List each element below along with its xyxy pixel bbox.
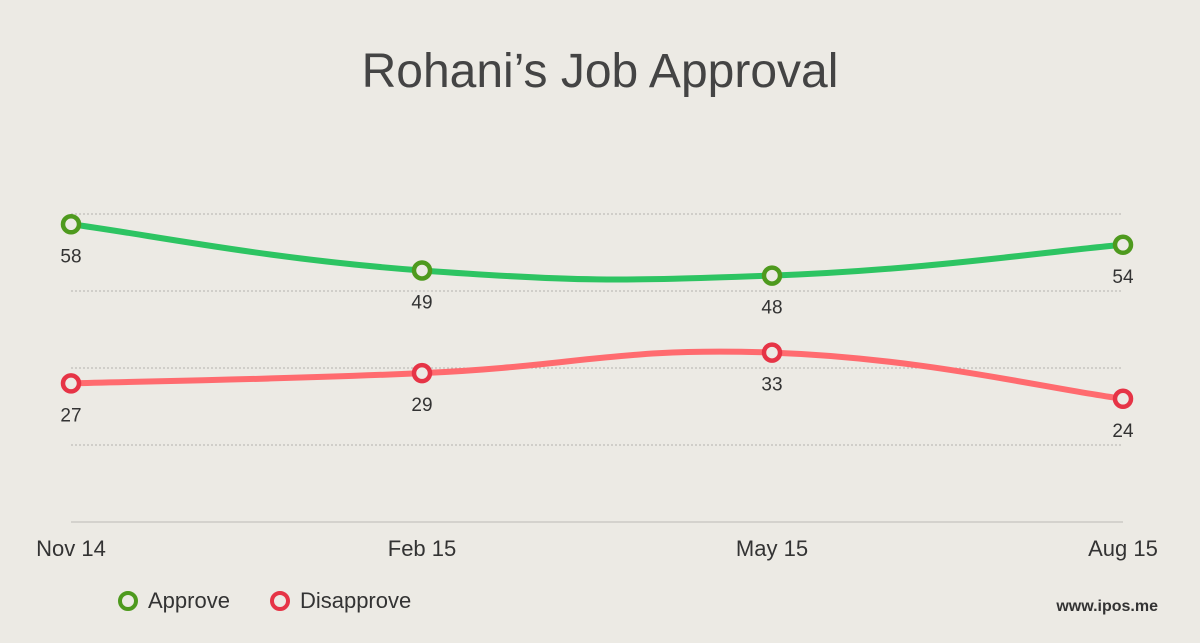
legend-swatch-approve (118, 591, 138, 611)
data-label-disapprove: 27 (60, 405, 81, 426)
data-point-approve (60, 214, 82, 235)
data-label-disapprove: 33 (761, 375, 782, 396)
x-tick-label: May 15 (736, 536, 808, 561)
x-tick-label: Nov 14 (36, 536, 106, 561)
data-label-approve: 49 (411, 292, 432, 313)
x-tick-label: Aug 15 (1088, 536, 1158, 561)
chart-title: Rohani’s Job Approval (361, 45, 839, 98)
series-line-disapprove (68, 348, 1126, 402)
data-label-approve: 58 (60, 246, 81, 267)
data-point-approve (411, 260, 433, 281)
legend-label-disapprove: Disapprove (299, 588, 412, 613)
data-label-approve: 48 (761, 298, 782, 319)
legend-label-approve: Approve (148, 588, 230, 613)
series-line-approve (68, 221, 1126, 283)
source-label[interactable]: www.ipos.me (1056, 598, 1158, 615)
x-tick-label: Feb 15 (388, 536, 457, 561)
legend-item-approve[interactable]: Approve (118, 588, 230, 614)
legend-swatch-disapprove (269, 591, 290, 611)
data-point-disapprove (411, 362, 433, 384)
data-point-disapprove (1112, 388, 1134, 410)
legend: Approve Disapprove (118, 588, 451, 614)
data-label-disapprove: 29 (411, 395, 432, 416)
data-point-approve (1112, 234, 1134, 256)
legend-item-disapprove[interactable]: Disapprove (269, 588, 412, 614)
data-label-approve: 54 (1112, 267, 1134, 288)
data-point-approve (761, 265, 783, 286)
data-point-disapprove (761, 342, 783, 363)
data-point-disapprove (60, 373, 82, 394)
data-label-disapprove: 24 (1112, 421, 1134, 442)
